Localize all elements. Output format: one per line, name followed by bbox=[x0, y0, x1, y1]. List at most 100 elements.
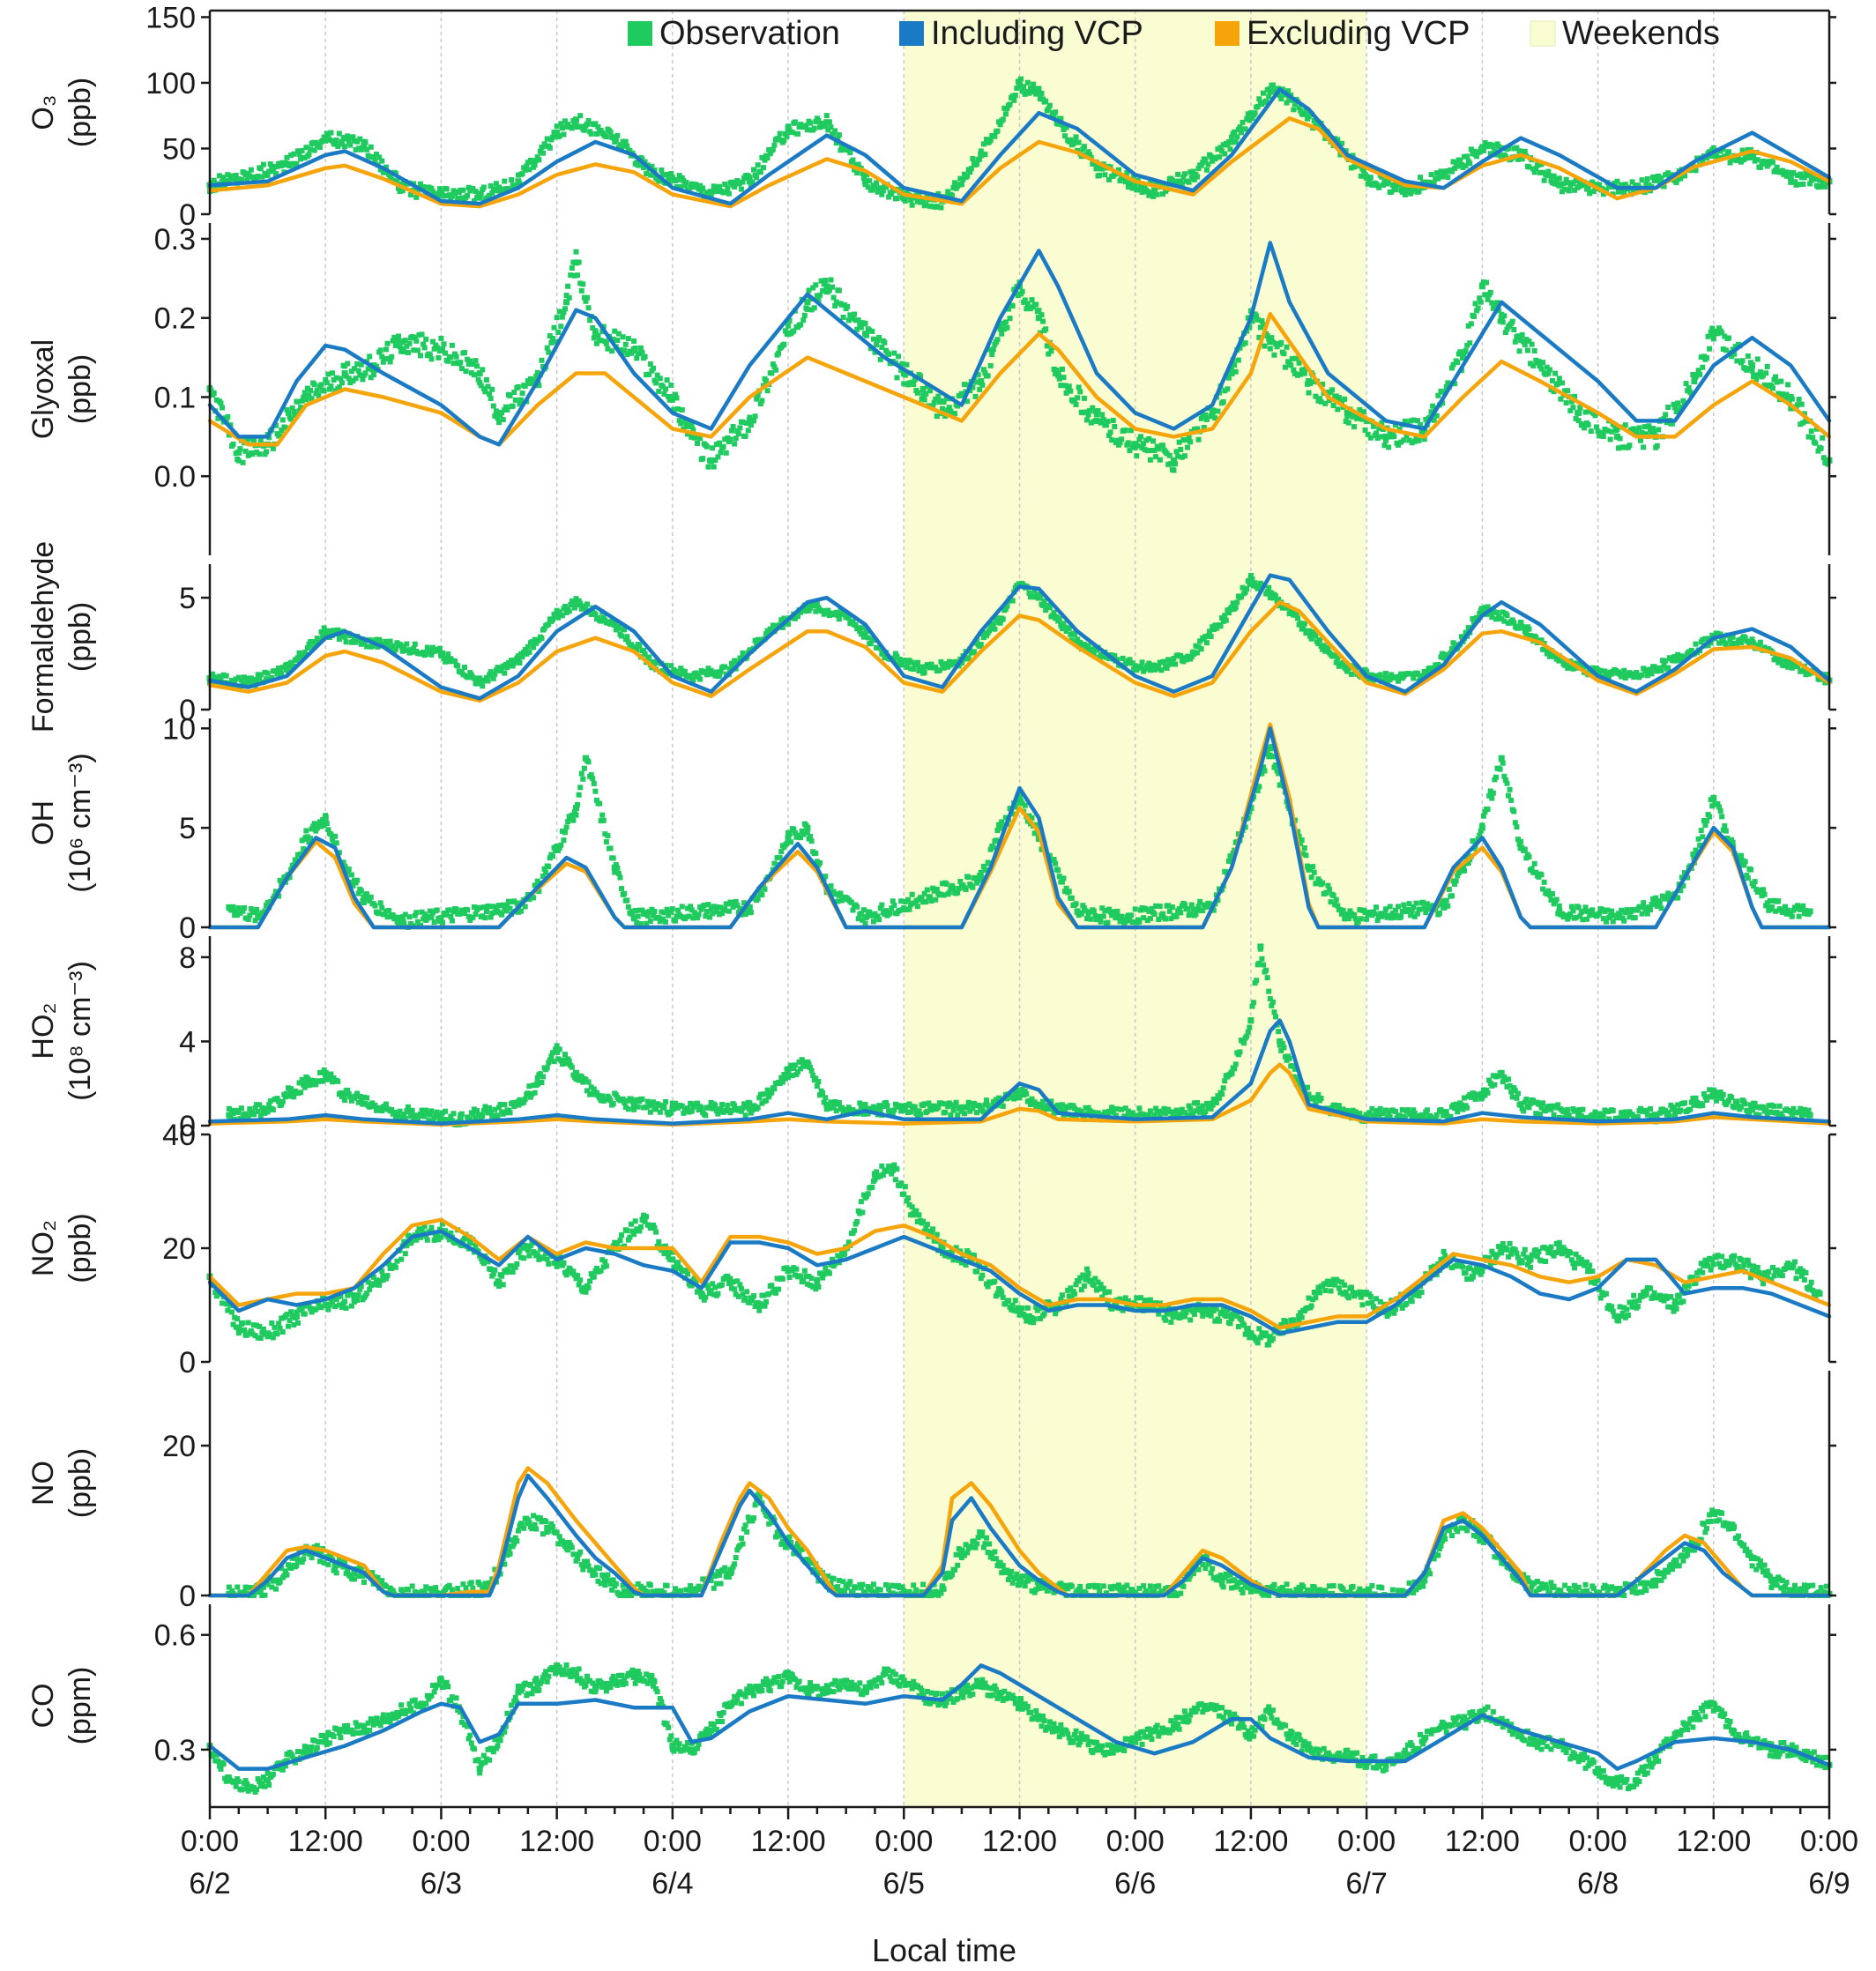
observation-point bbox=[1132, 663, 1138, 669]
observation-point bbox=[1029, 89, 1035, 95]
observation-point bbox=[1326, 398, 1332, 404]
observation-point bbox=[1416, 189, 1422, 195]
observation-point bbox=[361, 894, 368, 901]
observation-point bbox=[1497, 152, 1503, 159]
observation-point bbox=[277, 666, 283, 672]
observation-point bbox=[562, 118, 569, 124]
observation-point bbox=[1581, 425, 1587, 431]
observation-point bbox=[1803, 169, 1809, 175]
observation-point bbox=[477, 195, 483, 201]
observation-point bbox=[781, 138, 787, 144]
observation-point bbox=[311, 821, 317, 827]
observation-point bbox=[1260, 322, 1266, 328]
observation-point bbox=[785, 323, 792, 329]
observation-point bbox=[345, 361, 351, 367]
observation-point bbox=[770, 361, 776, 368]
observation-point bbox=[1700, 364, 1706, 370]
observation-point bbox=[1621, 444, 1627, 450]
observation-point bbox=[746, 178, 753, 185]
observation-point bbox=[1470, 615, 1476, 621]
observation-point bbox=[1462, 153, 1468, 160]
observation-point bbox=[1370, 423, 1376, 429]
observation-point bbox=[1379, 420, 1385, 426]
observation-point bbox=[1228, 854, 1235, 861]
observation-point bbox=[1686, 384, 1692, 390]
observation-point bbox=[1380, 182, 1386, 188]
observation-point bbox=[607, 129, 614, 135]
observation-point bbox=[906, 906, 912, 912]
observation-point bbox=[719, 911, 726, 917]
observation-point bbox=[1646, 423, 1652, 429]
observation-point bbox=[468, 370, 474, 376]
observation-point bbox=[1247, 324, 1253, 331]
observation-point bbox=[1541, 177, 1547, 183]
observation-point bbox=[1043, 98, 1049, 104]
observation-point bbox=[320, 1078, 326, 1084]
observation-point bbox=[1117, 440, 1123, 446]
observation-point bbox=[675, 406, 681, 413]
observation-point bbox=[1186, 435, 1192, 441]
observation-point bbox=[867, 178, 873, 184]
observation-point bbox=[1530, 362, 1537, 368]
observation-point bbox=[778, 617, 785, 623]
observation-point bbox=[358, 361, 364, 368]
observation-point bbox=[927, 894, 933, 900]
observation-point bbox=[1056, 376, 1062, 382]
observation-point bbox=[1320, 880, 1326, 886]
observation-point bbox=[1093, 917, 1099, 923]
observation-point bbox=[242, 674, 248, 681]
observation-point bbox=[495, 665, 501, 671]
observation-point bbox=[1392, 907, 1398, 913]
observation-point bbox=[1424, 901, 1430, 907]
observation-point bbox=[970, 884, 976, 890]
observation-point bbox=[833, 299, 839, 305]
observation-point bbox=[561, 131, 567, 138]
observation-point bbox=[659, 383, 666, 390]
observation-point bbox=[874, 180, 880, 186]
observation-point bbox=[1168, 461, 1174, 467]
observation-point bbox=[1502, 153, 1508, 160]
observation-point bbox=[1649, 671, 1655, 677]
observation-point bbox=[519, 390, 525, 397]
observation-point bbox=[1761, 891, 1768, 897]
observation-point bbox=[1372, 911, 1378, 917]
observation-point bbox=[540, 874, 547, 880]
observation-point bbox=[970, 156, 976, 162]
observation-point bbox=[1595, 667, 1601, 673]
observation-point bbox=[322, 135, 329, 142]
observation-point bbox=[1179, 454, 1185, 460]
observation-point bbox=[325, 827, 331, 833]
observation-point bbox=[1556, 182, 1563, 189]
observation-point bbox=[1521, 625, 1527, 631]
observation-point bbox=[763, 378, 770, 384]
observation-point bbox=[974, 379, 980, 385]
observation-point bbox=[691, 910, 697, 916]
observation-point bbox=[495, 188, 501, 194]
observation-point bbox=[511, 660, 517, 666]
observation-point bbox=[386, 355, 392, 361]
observation-point bbox=[1322, 400, 1329, 406]
observation-point bbox=[1139, 445, 1145, 451]
observation-point bbox=[1511, 620, 1517, 626]
observation-point bbox=[1303, 108, 1309, 114]
observation-point bbox=[599, 812, 606, 818]
observation-point bbox=[470, 914, 476, 920]
observation-point bbox=[960, 176, 966, 182]
observation-point bbox=[1753, 376, 1760, 383]
observation-point bbox=[1002, 606, 1009, 612]
observation-point bbox=[914, 198, 920, 205]
observation-point bbox=[949, 192, 955, 198]
observation-point bbox=[353, 639, 359, 645]
observation-point bbox=[332, 141, 339, 147]
observation-point bbox=[411, 347, 417, 353]
observation-point bbox=[766, 146, 772, 152]
observation-point bbox=[1719, 330, 1725, 336]
observation-point bbox=[747, 414, 753, 420]
observation-point bbox=[1609, 908, 1615, 914]
observation-point bbox=[493, 904, 499, 911]
observation-point bbox=[1771, 376, 1777, 383]
observation-point bbox=[776, 136, 782, 142]
observation-point bbox=[898, 367, 904, 373]
observation-point bbox=[233, 172, 239, 178]
observation-point bbox=[1357, 406, 1363, 413]
